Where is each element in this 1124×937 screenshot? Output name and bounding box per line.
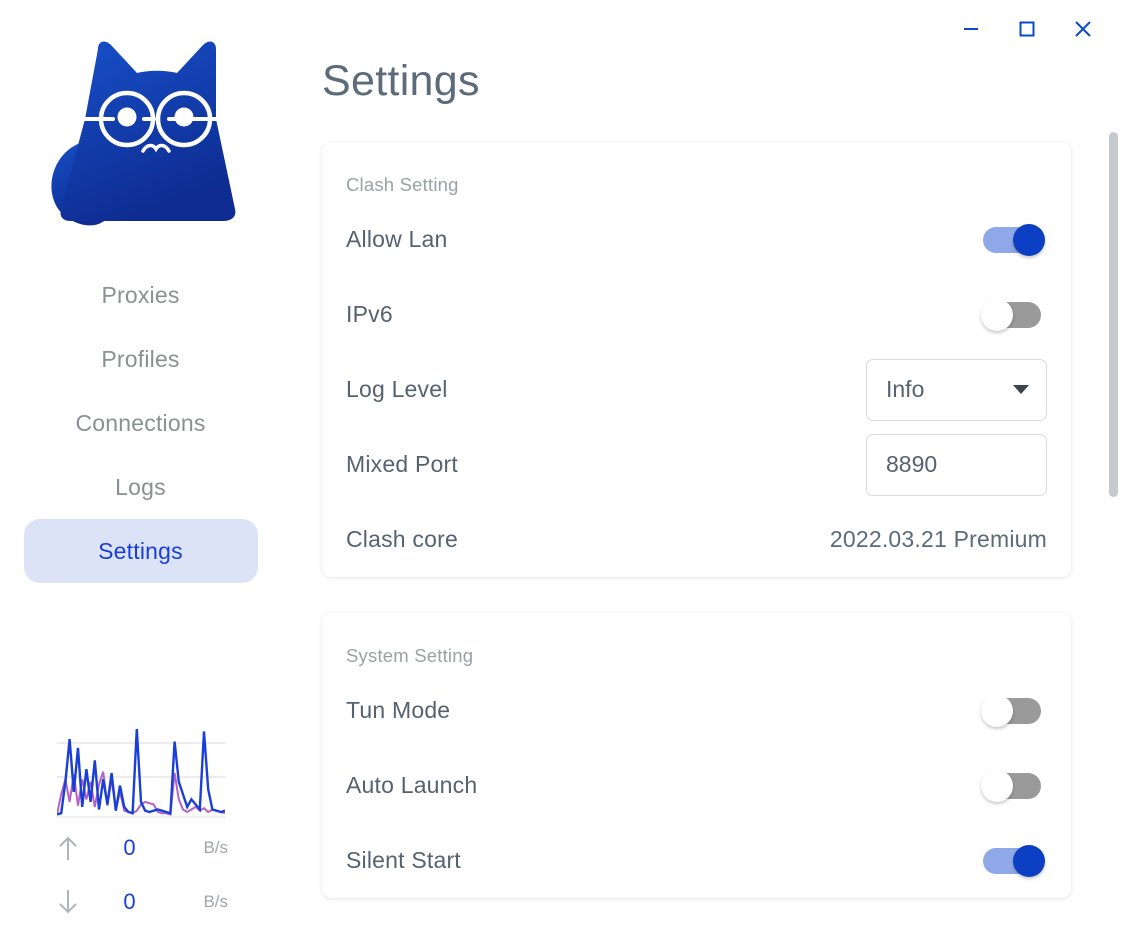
setting-row-log-level: Log Level Info: [346, 352, 1047, 427]
setting-label: Mixed Port: [346, 451, 458, 477]
setting-row-tun-mode: Tun Mode: [346, 673, 1047, 748]
download-rate-row: 0 B/s: [53, 875, 228, 929]
toggle-thumb: [1013, 844, 1045, 877]
page-title: Settings: [322, 57, 480, 105]
setting-label: Silent Start: [346, 847, 461, 873]
log-level-value: Info: [886, 376, 925, 402]
close-button[interactable]: [1062, 12, 1104, 46]
setting-label: IPv6: [346, 301, 393, 327]
card-title: System Setting: [346, 645, 474, 666]
setting-row-ipv6: IPv6: [346, 277, 1047, 352]
download-rate-value: 0: [123, 889, 136, 914]
setting-label: Log Level: [346, 376, 448, 402]
system-setting-card: System Setting Tun Mode Auto Launch: [322, 613, 1071, 898]
upload-rate-unit: B/s: [203, 838, 228, 857]
traffic-sparkline-chart: [56, 725, 225, 821]
sidebar-item-label: Logs: [115, 473, 166, 500]
tun-mode-toggle[interactable]: [981, 693, 1047, 729]
toggle-thumb: [981, 769, 1013, 802]
setting-row-allow-lan: Allow Lan: [346, 202, 1047, 277]
mixed-port-input[interactable]: [886, 451, 1027, 478]
setting-label: Allow Lan: [346, 226, 448, 252]
upload-rate-row: 0 B/s: [53, 821, 228, 875]
toggle-thumb: [981, 298, 1013, 331]
sidebar-nav: Proxies Profiles Connections Logs Settin…: [0, 263, 281, 583]
setting-label: Auto Launch: [346, 772, 478, 798]
settings-cards: Clash Setting Allow Lan IPv6: [322, 142, 1071, 898]
sidebar-item-connections[interactable]: Connections: [24, 391, 258, 455]
sidebar-item-label: Profiles: [101, 345, 180, 372]
log-level-select[interactable]: Info: [866, 358, 1047, 421]
sidebar-item-label: Proxies: [101, 281, 180, 308]
upload-rate-value: 0: [123, 835, 136, 860]
sidebar-item-label: Settings: [98, 537, 183, 564]
card-title: Clash Setting: [346, 174, 459, 195]
main-content: Settings Clash Setting Allow Lan IPv6: [281, 0, 1124, 937]
arrow-down-icon: [53, 887, 83, 917]
sidebar-item-proxies[interactable]: Proxies: [24, 263, 258, 327]
sidebar-item-profiles[interactable]: Profiles: [24, 327, 258, 391]
clash-verge-cat-logo: [36, 20, 246, 235]
window-controls: [950, 0, 1124, 58]
scrollbar-thumb[interactable]: [1109, 132, 1118, 497]
maximize-button[interactable]: [1006, 12, 1048, 46]
sidebar-item-label: Connections: [75, 409, 206, 436]
ipv6-toggle[interactable]: [981, 297, 1047, 333]
setting-label: Tun Mode: [346, 697, 451, 723]
allow-lan-toggle[interactable]: [981, 222, 1047, 258]
minimize-button[interactable]: [950, 12, 992, 46]
setting-row-mixed-port: Mixed Port: [346, 427, 1047, 502]
setting-label: Clash core: [346, 526, 458, 552]
sidebar-item-logs[interactable]: Logs: [24, 455, 258, 519]
sidebar-item-settings[interactable]: Settings: [23, 519, 258, 583]
silent-start-toggle[interactable]: [981, 843, 1047, 879]
download-rate-unit: B/s: [203, 892, 228, 911]
arrow-up-icon: [53, 833, 83, 863]
setting-row-silent-start: Silent Start: [346, 823, 1047, 898]
toggle-thumb: [1013, 223, 1045, 256]
setting-row-clash-core: Clash core 2022.03.21 Premium: [346, 502, 1047, 577]
clash-setting-card: Clash Setting Allow Lan IPv6: [322, 142, 1071, 577]
setting-row-auto-launch: Auto Launch: [346, 748, 1047, 823]
sidebar: Proxies Profiles Connections Logs Settin…: [0, 0, 281, 937]
mixed-port-field[interactable]: [866, 433, 1047, 496]
clash-core-version: 2022.03.21 Premium: [829, 526, 1047, 552]
chevron-down-icon: [1013, 385, 1029, 394]
scrollbar[interactable]: [1109, 60, 1118, 930]
traffic-panel: 0 B/s 0 B/s: [0, 725, 281, 929]
toggle-thumb: [981, 694, 1013, 727]
auto-launch-toggle[interactable]: [981, 768, 1047, 804]
